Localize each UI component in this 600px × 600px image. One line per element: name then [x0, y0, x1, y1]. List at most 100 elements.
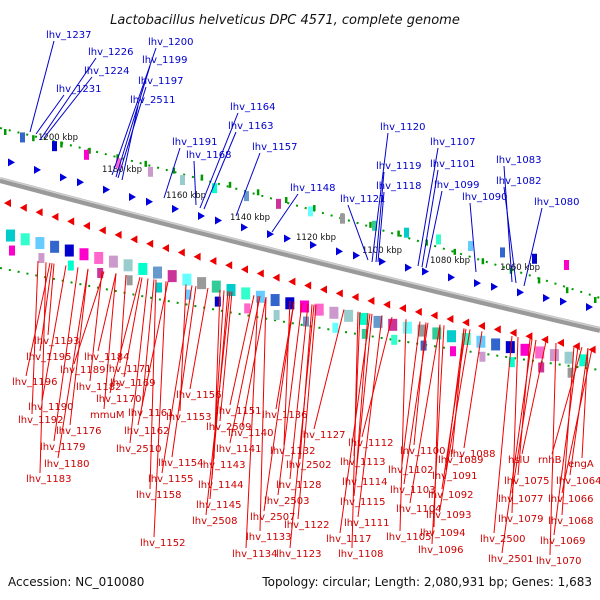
forward-gene-arrow: [491, 282, 498, 291]
top-leader-line: [469, 202, 477, 273]
bottom-leader-line: [123, 277, 143, 378]
top-leader-line: [199, 112, 239, 209]
scale-tick: [200, 174, 204, 181]
forward-gene-arrow: [310, 240, 317, 249]
scale-tick: [60, 141, 63, 148]
bottom-gene-label: lhv_1122: [284, 520, 329, 531]
bottom-leader-line: [289, 304, 315, 549]
backbone-highlight: [0, 177, 600, 329]
top-leader-line: [163, 147, 181, 199]
gene-feature-block: [270, 294, 280, 307]
bottom-gene-label: lhv_1158: [136, 490, 181, 501]
gene-feature-block: [300, 300, 309, 313]
bottom-gene-label: lhv_2501: [488, 554, 533, 565]
forward-gene-arrow: [422, 267, 429, 276]
top-leader-line: [375, 171, 385, 263]
bottom-gene-label: lhv_1180: [44, 459, 89, 470]
gene-feature-block: [212, 183, 217, 194]
reverse-gene-arrow: [288, 277, 296, 286]
bottom-gene-label: lhv_1196: [12, 377, 57, 388]
bottom-gene-label: lhv_1193: [34, 336, 79, 347]
bottom-gene-label: lhv_1114: [342, 477, 387, 488]
bottom-gene-label: lhv_2503: [264, 496, 309, 507]
reverse-gene-arrow: [478, 321, 485, 330]
top-gene-label: lhv_1191: [172, 137, 217, 148]
forward-gene-arrow: [8, 158, 15, 167]
gene-feature-block: [214, 296, 221, 307]
bottom-gene-label: lhv_2502: [286, 460, 331, 471]
bottom-label-leaders: [25, 260, 593, 556]
bottom-leader-line: [361, 316, 393, 438]
gene-feature-block: [6, 229, 15, 242]
bottom-gene-label: lhv_1190: [28, 402, 73, 413]
gene-feature-block: [182, 273, 192, 286]
reverse-gene-arrow: [430, 311, 438, 320]
bottom-gene-label: rnhB: [538, 455, 562, 466]
gene-feature-block: [332, 322, 339, 333]
gene-feature-block: [226, 284, 236, 297]
top-leader-line: [417, 147, 439, 267]
kbp-scale-label: 1200 kbp: [38, 133, 78, 143]
top-leader-line: [203, 131, 237, 210]
top-leader-line: [371, 132, 389, 263]
top-gene-label: lhv_1080: [534, 197, 579, 208]
kbp-scale-label: 1100 kbp: [362, 246, 402, 256]
bottom-leader-line: [25, 262, 51, 377]
forward-gene-arrow: [215, 216, 222, 225]
gene-feature-block: [549, 349, 559, 362]
reverse-gene-arrow: [493, 325, 501, 334]
reverse-gene-arrow: [399, 304, 406, 313]
bottom-gene-label: lhv_1096: [418, 545, 463, 556]
bottom-leader-line: [501, 339, 533, 554]
bottom-gene-label: engA: [568, 459, 594, 470]
bottom-leader-line: [259, 297, 267, 532]
gene-feature-block: [505, 341, 515, 354]
bottom-gene-label: lhv_1102: [388, 465, 433, 476]
gene-feature-block: [468, 240, 473, 251]
bottom-leader-line: [219, 291, 233, 422]
gene-feature-block: [38, 253, 45, 264]
top-gene-label: lhv_1197: [138, 76, 183, 87]
bottom-leader-line: [119, 274, 127, 364]
forward-gene-arrow: [198, 211, 205, 220]
top-leader-line: [39, 57, 97, 141]
gene-feature-block: [197, 277, 207, 290]
bottom-gene-label: lhv_1093: [426, 510, 471, 521]
scale-tick: [88, 147, 91, 154]
bottom-gene-label: lhv_1141: [216, 444, 261, 455]
scale-tick: [425, 239, 428, 246]
bottom-gene-label: lhv_1161: [128, 408, 173, 419]
top-gene-label: lhv_1200: [148, 37, 193, 48]
top-gene-label: lhv_1168: [186, 150, 231, 161]
inner-dotted-line: [0, 267, 600, 371]
scale-tick: [313, 205, 316, 212]
scale-tick: [453, 248, 457, 255]
bottom-leader-line: [463, 331, 483, 449]
bottom-leader-line: [153, 281, 167, 538]
reverse-gene-arrow: [351, 293, 359, 302]
top-gene-label: lhv_1082: [496, 176, 541, 187]
forward-gene-arrow: [474, 279, 481, 288]
bottom-gene-label: lhv_1068: [548, 516, 593, 527]
top-gene-label: lhv_1120: [380, 122, 425, 133]
forward-gene-arrow: [103, 185, 110, 194]
bottom-leader-line: [53, 267, 79, 442]
top-gene-label: lhv_1163: [228, 121, 273, 132]
scale-tick: [397, 230, 400, 237]
gene-feature-block: [126, 275, 133, 286]
gene-feature-block: [500, 247, 505, 258]
bottom-gene-label: lhv_2507: [250, 512, 295, 523]
bottom-leader-line: [89, 271, 103, 382]
bottom-leader-line: [229, 296, 261, 444]
reverse-gene-arrow: [19, 203, 27, 212]
top-leader-line: [503, 165, 513, 283]
gene-feature-block: [180, 175, 185, 186]
forward-gene-arrow: [336, 247, 343, 256]
bottom-gene-label: lhv_1108: [338, 549, 383, 560]
bottom-gene-label: lhv_1133: [246, 532, 291, 543]
bottom-leader-line: [103, 273, 117, 410]
gene-feature-block: [361, 328, 368, 339]
gene-feature-block: [84, 149, 89, 160]
bottom-gene-label: lhv_1170: [96, 394, 141, 405]
forward-gene-arrow: [517, 288, 524, 297]
